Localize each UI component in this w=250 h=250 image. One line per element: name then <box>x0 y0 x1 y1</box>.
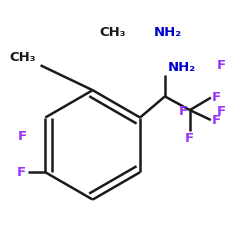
Text: F: F <box>212 91 221 104</box>
Text: F: F <box>178 105 188 118</box>
Text: NH₂: NH₂ <box>168 61 196 74</box>
Text: NH₂: NH₂ <box>154 26 182 39</box>
Text: CH₃: CH₃ <box>9 51 36 64</box>
Text: F: F <box>217 59 226 72</box>
Text: F: F <box>18 130 27 143</box>
Text: F: F <box>212 114 221 126</box>
Text: F: F <box>185 132 194 145</box>
Text: F: F <box>217 105 226 118</box>
Text: CH₃: CH₃ <box>99 26 126 39</box>
Text: F: F <box>16 166 26 179</box>
